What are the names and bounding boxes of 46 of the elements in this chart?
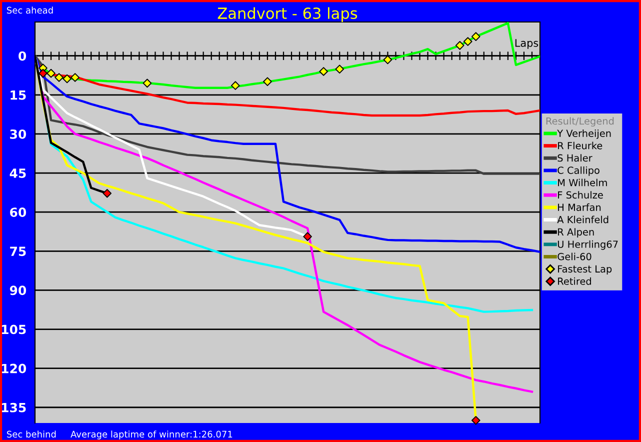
y-tick-label: 105 (2, 324, 26, 334)
text: Sec ahead (7, 6, 53, 14)
legend-label: Retired (558, 277, 591, 285)
legend-label: F Schulze (558, 191, 603, 199)
legend-label: C Callipo (558, 166, 600, 176)
point (319, 67, 328, 76)
text: Average laptime of winner:1:26.071 (70, 430, 232, 440)
point (471, 416, 480, 425)
y-tick-label: 75 (10, 246, 26, 256)
y-tick-label: 135 (2, 402, 26, 412)
legend-label: Geli-60 (558, 252, 592, 260)
legend-title: Result/Legend (546, 117, 614, 127)
y-tick-label: 15 (10, 90, 26, 100)
y-tick-label: 90 (10, 286, 26, 296)
legend-label: R Fleurke (558, 142, 602, 150)
x-axis-title: Laps (515, 39, 538, 49)
text: Sec behind (7, 430, 56, 438)
point (38, 68, 48, 78)
point (46, 68, 56, 78)
y-tick-label: 30 (10, 129, 26, 139)
legend-label: A Kleinfeld (557, 216, 608, 224)
point (303, 232, 312, 241)
point (54, 73, 64, 82)
legend-label: R Alpen (558, 228, 594, 238)
legend-label: Y Verheijen (557, 129, 611, 139)
legend-label: H Marfan (558, 203, 601, 211)
legend-label: U Herrling67 (558, 240, 618, 250)
y-tick-label: 60 (10, 208, 26, 218)
point (335, 64, 344, 74)
y-tick-label: 0 (18, 51, 26, 61)
y-tick-label: 120 (2, 364, 26, 374)
point (471, 32, 480, 41)
legend-label: M Wilhelm (558, 178, 607, 186)
point (102, 188, 112, 198)
y-tick-label: 45 (10, 168, 26, 178)
point (263, 77, 272, 86)
legend-label: Fastest Lap (558, 265, 612, 274)
point (142, 78, 152, 88)
legend-label: S Haler (558, 154, 592, 162)
point (70, 73, 80, 82)
point (463, 37, 472, 46)
line-series (35, 54, 540, 254)
point (455, 41, 464, 50)
point (62, 74, 72, 84)
chart-title: Zandvort - 63 laps (218, 7, 358, 22)
point (230, 81, 240, 90)
